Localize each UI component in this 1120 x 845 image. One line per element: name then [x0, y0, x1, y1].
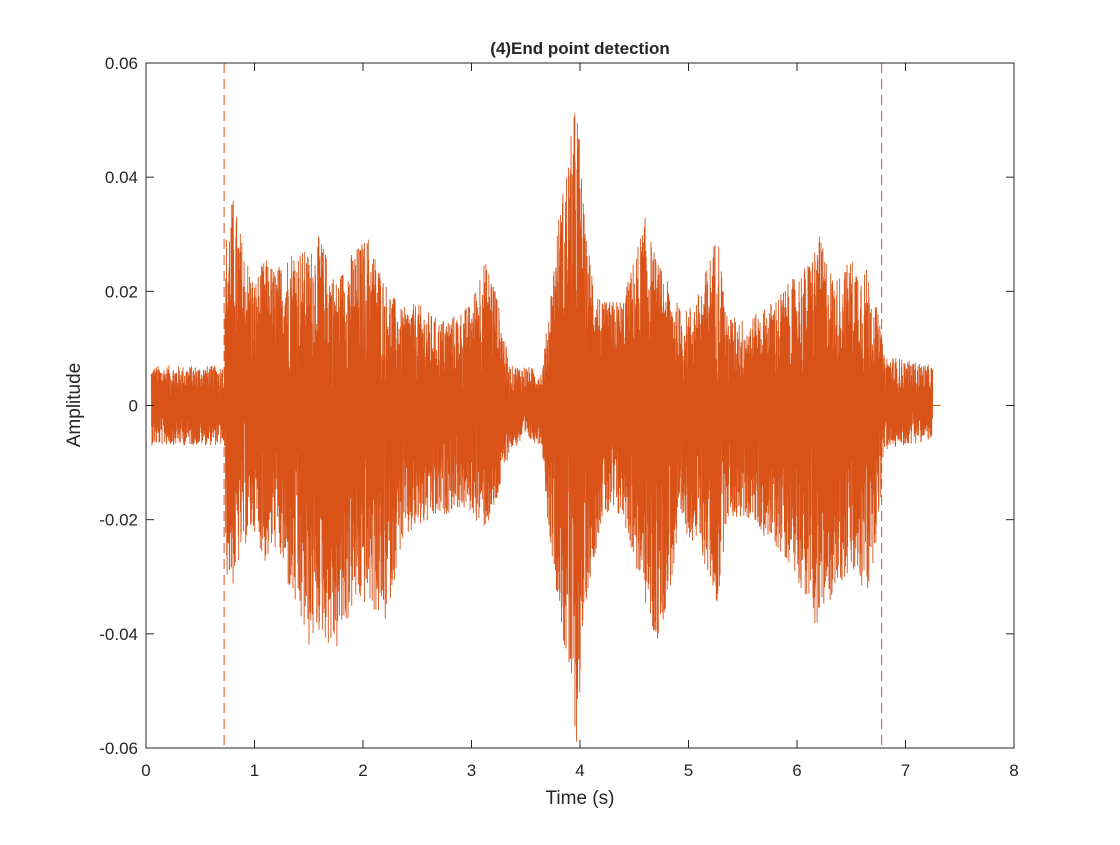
y-tick-label: -0.04	[99, 625, 138, 644]
y-tick-label: -0.02	[99, 511, 138, 530]
x-tick-label: 5	[684, 761, 693, 780]
endpoint-markers	[223, 63, 883, 748]
x-tick-label: 4	[575, 761, 584, 780]
waveform-line	[150, 113, 934, 742]
chart-title: (4)End point detection	[490, 39, 669, 58]
y-axis-label: Amplitude	[64, 363, 85, 448]
y-tick-label: -0.06	[99, 739, 138, 758]
y-tick-label: 0.02	[105, 282, 138, 301]
x-tick-label: 7	[901, 761, 910, 780]
x-tick-label: 2	[358, 761, 367, 780]
x-tick-label: 1	[250, 761, 259, 780]
x-axis-label: Time (s)	[546, 788, 615, 809]
y-tick-label: 0.04	[105, 168, 138, 187]
x-tick-label: 8	[1009, 761, 1018, 780]
x-tick-label: 3	[467, 761, 476, 780]
y-tick-label: 0.06	[105, 54, 138, 73]
waveform-series	[150, 113, 941, 742]
x-tick-label: 6	[792, 761, 801, 780]
x-tick-label: 0	[141, 761, 150, 780]
axis-ticks: 0 1 2 3 4 5 6 7 8 -0.06 -0.04 -0.02 0 0.02 0.04 0.06	[99, 54, 1018, 780]
y-tick-label: 0	[129, 397, 138, 416]
